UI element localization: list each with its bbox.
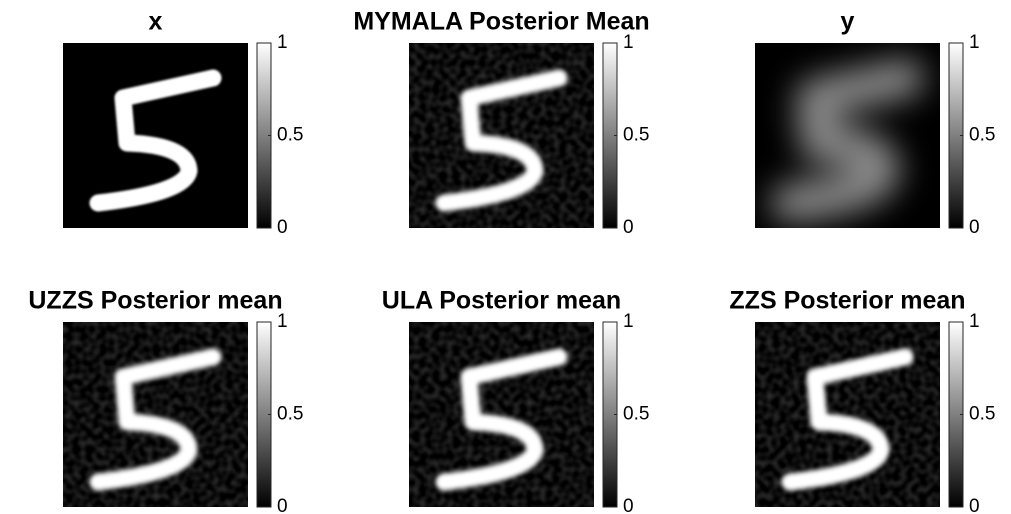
colorbar-tick-label: 1 bbox=[623, 32, 634, 53]
figure: x00.51MYMALA Posterior Mean00.51y00.51UZ… bbox=[0, 0, 1011, 514]
colorbar-tick-label: 1 bbox=[623, 311, 634, 332]
image-content bbox=[409, 322, 594, 507]
panel: ZZS Posterior mean 0 0.5 1 bbox=[729, 287, 995, 514]
panel-title: ZZS Posterior mean bbox=[729, 287, 965, 315]
colorbar-tick-label: 0 bbox=[277, 217, 288, 238]
panel: x 0 0.5 1 bbox=[63, 8, 303, 238]
colorbar-tick-label: 1 bbox=[277, 32, 288, 53]
colorbar-tick-label: 0.5 bbox=[277, 125, 303, 146]
panel-title: ULA Posterior mean bbox=[382, 287, 621, 315]
colorbar-tick-label: 0.5 bbox=[277, 404, 303, 425]
image-content bbox=[755, 322, 940, 507]
colorbar-tick-label: 0 bbox=[277, 496, 288, 514]
panel: y 0 0.5 1 bbox=[755, 8, 995, 238]
panel-title: y bbox=[841, 8, 855, 36]
colorbar-tick-label: 0 bbox=[969, 496, 980, 514]
colorbar-tick-label: 0 bbox=[623, 496, 634, 514]
panel: UZZS Posterior mean 0 0.5 1 bbox=[28, 287, 303, 514]
image-content bbox=[63, 322, 248, 507]
image-content bbox=[409, 43, 594, 228]
colorbar-tick-label: 0.5 bbox=[969, 125, 995, 146]
panel-title: x bbox=[149, 8, 163, 36]
colorbar-tick-label: 1 bbox=[969, 32, 980, 53]
colorbar-tick-label: 0 bbox=[623, 217, 634, 238]
colorbar-tick-label: 1 bbox=[277, 311, 288, 332]
colorbar-tick-label: 0.5 bbox=[623, 125, 649, 146]
colorbar-tick-label: 0.5 bbox=[969, 404, 995, 425]
panel: ULA Posterior mean 0 0.5 1 bbox=[382, 287, 650, 514]
panel: MYMALA Posterior Mean 0 0.5 1 bbox=[353, 8, 649, 238]
colorbar-tick-label: 1 bbox=[969, 311, 980, 332]
colorbar-tick-label: 0.5 bbox=[623, 404, 649, 425]
panel-title: MYMALA Posterior Mean bbox=[353, 8, 649, 36]
colorbar-tick-label: 0 bbox=[969, 217, 980, 238]
panel-title: UZZS Posterior mean bbox=[28, 287, 282, 315]
